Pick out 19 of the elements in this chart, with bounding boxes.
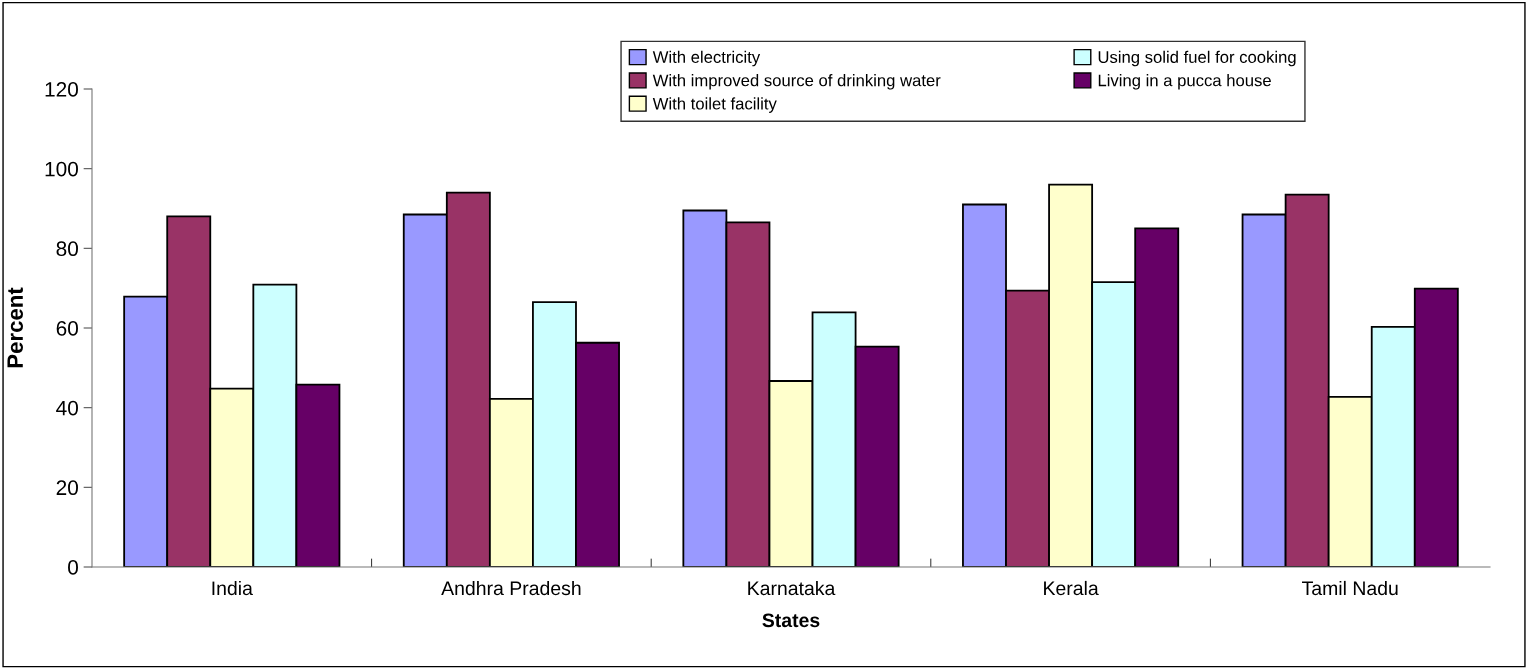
y-tick-label: 100 (45, 161, 78, 177)
legend-label: With improved source of drinking water (652, 74, 941, 90)
y-tick-label: 20 (56, 480, 78, 496)
y-tick-label: 80 (56, 241, 78, 257)
legend-label: Using solid fuel for cooking (1098, 50, 1296, 67)
y-tick-label: 40 (56, 400, 78, 416)
legend-label: With electricity (652, 50, 761, 67)
x-tick-label: Karnataka (748, 580, 836, 596)
y-tick-label: 0 (68, 560, 78, 575)
x-tick-label: Kerala (1044, 580, 1099, 596)
y-tick-label: 60 (56, 321, 78, 336)
x-axis-title: States (762, 613, 820, 628)
legend-label: Living in a pucca house (1098, 74, 1271, 90)
x-tick-label: Andhra Pradesh (441, 580, 581, 596)
legend-label: With toilet facility (652, 97, 777, 113)
x-tick-label: Tamil Nadu (1302, 580, 1398, 596)
y-tick-label: 120 (45, 82, 78, 97)
y-axis-title: Percent (7, 287, 23, 368)
x-tick-label: India (212, 580, 253, 596)
